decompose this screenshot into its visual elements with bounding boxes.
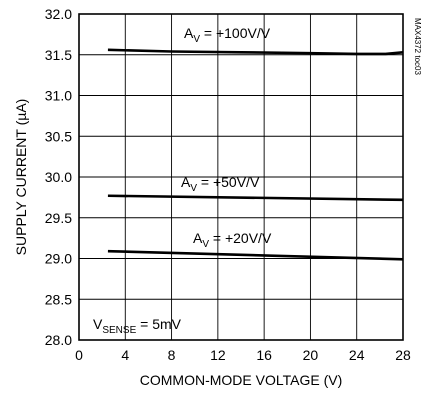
series-label-sub: V (193, 34, 200, 45)
y-tick-label: 28.5 (45, 291, 72, 307)
x-tick-label: 12 (210, 347, 226, 363)
y-tick-labels: 28.0 28.5 29.0 29.5 30.0 30.5 31.0 31.5 32.0 (45, 6, 72, 348)
condition-sub: SENSE (102, 325, 136, 336)
series-label: AV = +50V/V (181, 174, 260, 194)
x-tick-label: 8 (168, 347, 176, 363)
x-tick-label: 0 (75, 347, 83, 363)
y-axis-label: SUPPLY CURRENT (µA) (13, 99, 29, 256)
series-label-main: A (184, 25, 194, 41)
y-tick-label: 28.0 (45, 332, 72, 348)
condition-main: V (93, 316, 103, 332)
y-tick-label: 31.0 (45, 88, 72, 104)
y-tick-label: 31.5 (45, 47, 72, 63)
y-tick-label: 30.0 (45, 169, 72, 185)
x-tick-label: 16 (256, 347, 272, 363)
series-labels: AV = +100V/VAV = +50V/VAV = +20V/V (181, 25, 272, 250)
series-label-main: A (193, 230, 203, 246)
series-label-sub: V (190, 183, 197, 194)
series-label-rest: = +100V/V (200, 25, 271, 41)
series-label-sub: V (202, 239, 209, 250)
series-layer (107, 48, 404, 261)
series-line (107, 249, 404, 261)
condition-annotation: VSENSE = 5mV (93, 316, 182, 336)
series-label-rest: = +20V/V (209, 230, 272, 246)
series-line (107, 194, 404, 202)
x-tick-label: 28 (395, 347, 411, 363)
x-tick-label: 24 (349, 347, 365, 363)
y-tick-label: 29.5 (45, 210, 72, 226)
y-tick-label: 32.0 (45, 6, 72, 22)
condition-rest: = 5mV (136, 316, 181, 332)
y-tick-label: 30.5 (45, 128, 72, 144)
figure-id: MAX4372 toc03 (413, 18, 422, 75)
x-tick-label: 20 (303, 347, 319, 363)
plot-frame (78, 13, 404, 341)
series-label-main: A (181, 174, 191, 190)
x-tick-labels: 0 4 8 12 16 20 24 28 (75, 347, 411, 363)
series-label: AV = +100V/V (184, 25, 271, 45)
series-line (107, 48, 404, 56)
series-label-rest: = +50V/V (197, 174, 260, 190)
series-label: AV = +20V/V (193, 230, 272, 250)
x-axis-label: COMMON-MODE VOLTAGE (V) (140, 372, 342, 388)
y-tick-label: 29.0 (45, 251, 72, 267)
x-tick-label: 4 (121, 347, 129, 363)
